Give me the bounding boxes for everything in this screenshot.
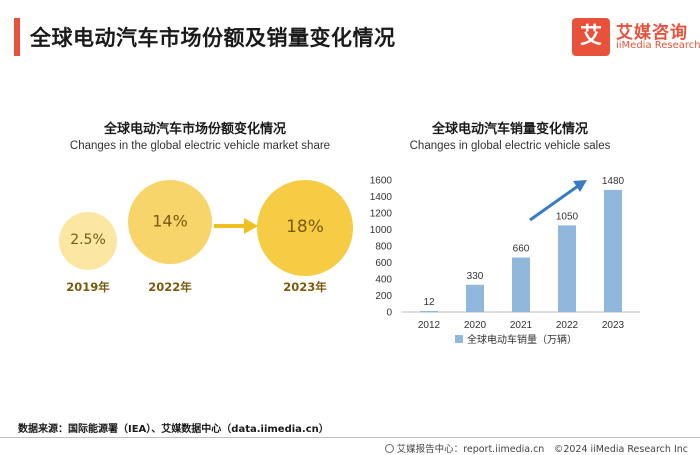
x-tick-label-2020: 2020 [464, 320, 487, 331]
x-tick-label-2023: 2023 [602, 320, 625, 331]
trend-arrow-icon [529, 184, 579, 222]
y-tick-label: 1200 [370, 209, 393, 220]
data-label-2023: 1480 [602, 176, 625, 187]
share-value-2019: 2.5% [70, 232, 106, 249]
data-label-2020: 330 [467, 271, 484, 282]
logo-name-en: iiMedia Research [616, 40, 700, 51]
bar-2021 [512, 257, 530, 312]
data-source-note: 数据来源：国际能源署（IEA）、艾媒数据中心（data.iimedia.cn） [18, 424, 329, 435]
share-circle-2023: 18% [257, 180, 353, 276]
y-tick-label: 200 [375, 291, 392, 302]
y-tick-label: 800 [375, 242, 392, 253]
growth-arrow-icon [214, 218, 258, 234]
bar-2022 [558, 225, 576, 312]
footer-copyright: 艾媒报告中心：report.iimedia.cn ©2024 iiMedia R… [384, 441, 688, 455]
y-tick-label: 600 [375, 258, 392, 269]
sales-panel-title-cn: 全球电动汽车销量变化情况 [431, 122, 588, 137]
y-tick-label: 1400 [370, 192, 393, 203]
sales-panel-title-en: Changes in global electric vehicle sales [409, 140, 611, 152]
data-label-2022: 1050 [556, 211, 579, 222]
trend-arrowhead-icon [573, 180, 587, 192]
title-accent-bar [14, 18, 20, 56]
brand-logo: 艾 艾媒咨询 iiMedia Research [572, 18, 700, 56]
footer-copyright-text: 艾媒报告中心：report.iimedia.cn ©2024 iiMedia R… [396, 444, 688, 455]
legend-label: 全球电动车销量（万辆） [467, 333, 577, 346]
share-panel-title-en: Changes in the global electric vehicle m… [69, 140, 331, 152]
y-tick-label: 0 [386, 308, 392, 319]
logo-badge-icon: 艾 [572, 18, 610, 56]
sales-bar-chart: 0 200 400 600 800 1000 1200 1400 1600 12 2012 330 20… [370, 176, 640, 346]
bar-2020 [466, 284, 484, 312]
footer-divider [0, 437, 700, 438]
data-label-2021: 660 [513, 244, 530, 255]
share-year-2022: 2022年 [148, 280, 192, 294]
y-tick-label: 1600 [370, 176, 393, 187]
x-tick-label-2022: 2022 [556, 320, 579, 331]
y-tick-label: 1000 [370, 225, 393, 236]
bar-2012 [420, 311, 438, 313]
logo-name-cn: 艾媒咨询 [616, 23, 688, 43]
data-label-2012: 12 [423, 297, 435, 308]
share-panel-title-cn: 全球电动汽车市场份额变化情况 [103, 122, 286, 137]
share-year-2023: 2023年 [283, 280, 327, 294]
share-year-2019: 2019年 [66, 280, 110, 294]
x-tick-label-2012: 2012 [418, 320, 441, 331]
y-tick-label: 400 [375, 275, 392, 286]
share-circle-2022: 14% [128, 180, 212, 264]
share-value-2022: 14% [152, 211, 188, 231]
x-tick-label-2021: 2021 [510, 320, 533, 331]
report-center-icon [384, 444, 394, 453]
share-circle-2019: 2.5% [59, 212, 117, 270]
page-title: 全球电动汽车市场份额及销量变化情况 [30, 26, 396, 50]
legend-swatch [455, 335, 463, 343]
bar-2023 [604, 189, 622, 312]
share-value-2023: 18% [286, 217, 324, 237]
